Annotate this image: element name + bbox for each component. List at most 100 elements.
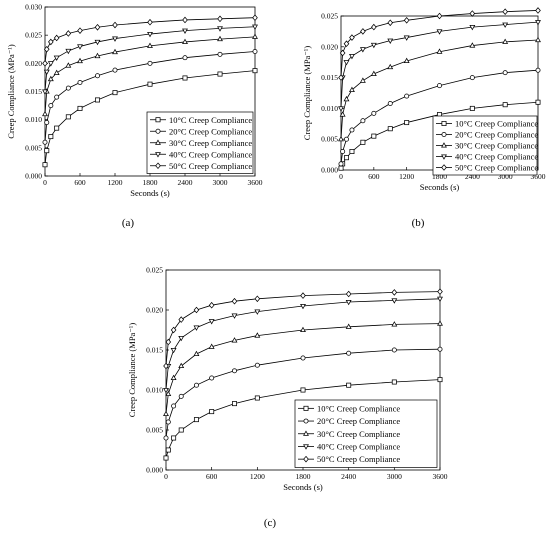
data-point bbox=[349, 34, 355, 41]
data-point bbox=[182, 38, 188, 44]
data-point bbox=[391, 321, 398, 327]
data-point bbox=[403, 17, 410, 24]
data-point bbox=[535, 7, 541, 14]
x-tick-label: 3600 bbox=[531, 172, 546, 181]
data-point bbox=[360, 118, 366, 124]
data-point bbox=[217, 15, 223, 23]
data-point bbox=[54, 125, 60, 131]
data-point bbox=[349, 149, 355, 154]
data-point bbox=[54, 94, 60, 100]
x-tick-label: 0 bbox=[43, 178, 47, 187]
legend-marker bbox=[303, 455, 309, 463]
series-line bbox=[340, 39, 539, 140]
x-tick-label: 0 bbox=[164, 472, 168, 481]
data-point bbox=[208, 343, 215, 349]
data-point bbox=[469, 10, 476, 17]
data-point bbox=[48, 38, 54, 46]
series-2 bbox=[163, 346, 443, 441]
data-point bbox=[165, 390, 172, 397]
data-point bbox=[371, 110, 377, 116]
data-point bbox=[436, 29, 443, 35]
data-point bbox=[95, 97, 100, 103]
data-point bbox=[338, 165, 344, 171]
data-point bbox=[163, 362, 169, 370]
x-tick-label: 1800 bbox=[143, 178, 158, 187]
data-point bbox=[77, 105, 83, 111]
data-point bbox=[170, 374, 177, 381]
data-point bbox=[147, 42, 153, 48]
series-1 bbox=[163, 377, 443, 461]
data-point bbox=[65, 114, 71, 120]
data-point bbox=[42, 60, 48, 67]
data-point bbox=[403, 57, 410, 64]
x-tick-label: 1200 bbox=[399, 172, 414, 181]
series-3 bbox=[338, 36, 541, 142]
x-axis-label: Seconds (s) bbox=[283, 482, 323, 492]
data-point bbox=[208, 301, 215, 309]
data-point bbox=[178, 335, 185, 342]
series-5 bbox=[42, 14, 258, 67]
data-point bbox=[231, 297, 238, 305]
data-point bbox=[165, 419, 171, 425]
data-point bbox=[165, 447, 171, 453]
data-point bbox=[217, 26, 223, 32]
data-point bbox=[387, 38, 394, 44]
y-tick-label: 0.015 bbox=[321, 73, 338, 82]
y-tick-label: 0.025 bbox=[321, 12, 338, 21]
x-tick-label: 3000 bbox=[498, 172, 513, 181]
data-point bbox=[193, 306, 200, 314]
data-point bbox=[469, 105, 475, 111]
data-point bbox=[147, 60, 153, 66]
data-point bbox=[77, 57, 83, 64]
data-point bbox=[163, 387, 169, 394]
data-point bbox=[387, 100, 393, 106]
legend-entry: 40°C Creep Compliance bbox=[455, 152, 538, 162]
panel-caption: (c) bbox=[264, 517, 277, 529]
data-point bbox=[163, 455, 169, 461]
series-5 bbox=[163, 288, 443, 370]
data-point bbox=[437, 288, 443, 295]
data-point bbox=[300, 387, 306, 393]
data-point bbox=[343, 60, 350, 66]
data-point bbox=[112, 21, 118, 29]
y-tick-label: 0.005 bbox=[25, 143, 42, 152]
data-point bbox=[343, 136, 349, 142]
data-point bbox=[469, 42, 476, 48]
y-tick-label: 0.010 bbox=[321, 104, 338, 113]
y-tick-label: 0.020 bbox=[25, 59, 42, 68]
legend-marker bbox=[155, 128, 161, 134]
x-tick-label: 600 bbox=[368, 172, 380, 181]
data-point bbox=[371, 23, 377, 31]
x-tick-label: 3600 bbox=[433, 472, 448, 481]
data-point bbox=[231, 313, 238, 319]
y-tick-label: 0.010 bbox=[146, 386, 163, 395]
data-point bbox=[403, 35, 410, 41]
data-point bbox=[343, 40, 350, 48]
series-3 bbox=[163, 320, 443, 417]
data-point bbox=[48, 103, 54, 109]
legend-entry: 50°C Creep Compliance bbox=[317, 454, 400, 464]
data-point bbox=[343, 155, 349, 161]
data-point bbox=[193, 382, 199, 388]
legend-entry: 50°C Creep Compliance bbox=[455, 163, 538, 173]
data-point bbox=[345, 290, 352, 298]
series-line bbox=[44, 36, 256, 115]
legend-marker bbox=[155, 117, 161, 123]
data-point bbox=[387, 63, 394, 70]
data-point bbox=[53, 34, 60, 42]
data-point bbox=[94, 39, 101, 46]
data-point bbox=[217, 35, 223, 42]
data-point bbox=[437, 377, 443, 383]
data-point bbox=[163, 410, 169, 417]
y-tick-label: 0.025 bbox=[25, 31, 42, 40]
data-point bbox=[343, 95, 350, 102]
x-tick-label: 2400 bbox=[465, 172, 480, 181]
data-point bbox=[502, 8, 508, 15]
series-3 bbox=[42, 33, 258, 117]
data-point bbox=[42, 89, 48, 95]
data-point bbox=[349, 53, 355, 60]
y-tick-label: 0.005 bbox=[321, 135, 338, 144]
data-point bbox=[147, 81, 153, 87]
